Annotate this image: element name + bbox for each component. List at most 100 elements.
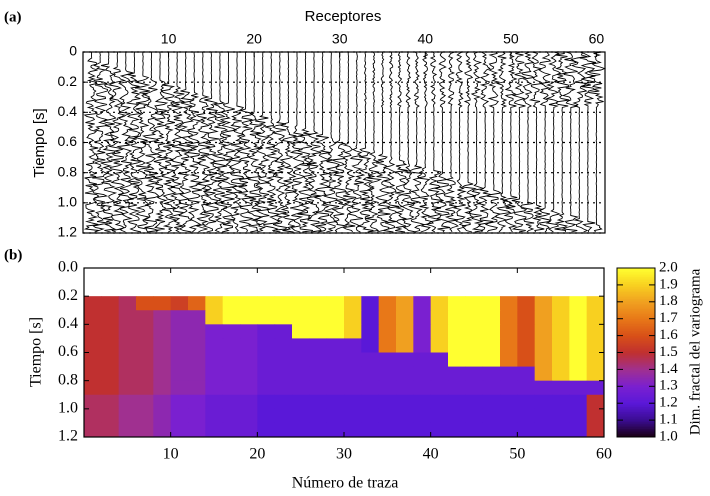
colorbar-swatch	[617, 273, 655, 276]
heatmap-cell	[136, 366, 154, 382]
heatmap-cell	[344, 352, 362, 367]
heatmap-cell	[257, 394, 276, 410]
heatmap-cell	[569, 422, 588, 438]
colorbar-swatch	[617, 409, 655, 413]
heatmap-cell	[448, 394, 466, 410]
heatmap-cell	[118, 352, 137, 367]
heatmap-cell	[430, 338, 449, 353]
y-tick-label: 0.6	[58, 133, 78, 149]
y-tick-label: 0.8	[58, 371, 78, 388]
heatmap-cell	[482, 394, 501, 410]
heatmap-cell	[309, 380, 328, 396]
heatmap-cell	[361, 296, 380, 311]
heatmap-cell	[153, 380, 172, 396]
heatmap-cell	[84, 380, 102, 396]
heatmap-cell	[482, 310, 501, 325]
heatmap-cell	[413, 338, 432, 353]
heatmap-cell	[344, 310, 362, 325]
heatmap-cell	[448, 422, 466, 438]
colorbar-swatch	[617, 411, 655, 414]
colorbar-swatch	[617, 288, 655, 291]
colorbar-swatch	[617, 421, 655, 424]
heatmap-cell	[413, 352, 432, 367]
heatmap-cell	[118, 324, 137, 339]
heatmap-cell	[586, 380, 605, 396]
heatmap-cell	[448, 324, 466, 339]
colorbar-swatch	[617, 286, 655, 289]
colorbar-swatch	[617, 333, 655, 337]
heatmap-cell	[448, 408, 466, 424]
colorbar-swatch	[617, 426, 655, 430]
plot-frame	[82, 51, 606, 234]
x-tick-label: 20	[249, 446, 265, 463]
colorbar-swatch	[617, 308, 655, 311]
heatmap-cell	[534, 338, 553, 353]
heatmap-cell	[84, 310, 102, 325]
colorbar-swatch	[617, 345, 655, 348]
heatmap-cell	[188, 352, 206, 367]
heatmap-cell	[396, 366, 414, 382]
colorbar-swatch	[617, 338, 655, 342]
heatmap-cell	[118, 422, 137, 438]
colorbar-swatch	[617, 391, 655, 394]
heatmap-cell	[569, 394, 588, 410]
y-tick-label: 0.0	[58, 259, 78, 276]
heatmap-cell	[136, 408, 154, 424]
seismic-trace	[528, 51, 545, 233]
heatmap-cell	[222, 310, 241, 325]
heatmap-cell	[569, 310, 588, 325]
heatmap-cell	[84, 366, 102, 382]
heatmap-cell	[240, 352, 258, 367]
colorbar-swatch	[617, 399, 655, 403]
colorbar-swatch	[617, 366, 655, 369]
colorbar-swatch	[617, 311, 655, 315]
heatmap-cell	[378, 296, 397, 311]
x-tick-label: 40	[423, 446, 439, 463]
heatmap-cell	[136, 352, 154, 367]
heatmap-cell	[517, 352, 536, 367]
heatmap-cell	[569, 352, 588, 367]
colorbar-swatch	[617, 268, 655, 271]
heatmap-cell	[153, 366, 172, 382]
heatmap-cell	[482, 338, 501, 353]
seismic-trace	[108, 51, 127, 233]
heatmap-cell	[84, 408, 102, 424]
heatmap-cell	[482, 296, 501, 311]
heatmap-cell	[465, 324, 484, 339]
heatmap-cell	[396, 324, 414, 339]
heatmap-cell	[500, 296, 518, 311]
y-tick-label: 1.0	[58, 400, 78, 417]
colorbar-swatch	[617, 354, 655, 357]
colorbar-swatch	[617, 291, 655, 294]
colorbar-swatch	[617, 401, 655, 404]
heatmap-cell	[413, 296, 432, 311]
y-tick-label: 0	[69, 43, 77, 59]
colorbar-swatch	[617, 300, 655, 303]
heatmap-cell	[188, 408, 206, 424]
colorbar-swatch	[617, 323, 655, 326]
colorbar-tick-label: 1.0	[659, 428, 678, 444]
heatmap-cell	[378, 324, 397, 339]
seismic-trace	[347, 51, 366, 233]
seismic-trace	[186, 52, 203, 233]
seismic-trace	[365, 51, 383, 233]
heatmap-cell	[309, 422, 328, 438]
colorbar-swatch	[617, 350, 655, 353]
heatmap-cell	[517, 380, 536, 396]
colorbar-tick-label: 1.6	[659, 327, 678, 343]
heatmap-cell	[378, 408, 397, 424]
heatmap-cell	[309, 394, 328, 410]
heatmap-cell	[500, 324, 518, 339]
heatmap-cell	[170, 310, 189, 325]
heatmap-cell	[84, 422, 102, 438]
heatmap-cell	[292, 366, 310, 382]
heatmap-cell	[378, 380, 397, 396]
heatmap-cell	[292, 310, 310, 325]
heatmap-cell	[552, 422, 570, 438]
colorbar-swatch	[617, 320, 655, 323]
heatmap-cell	[448, 338, 466, 353]
y-tick-label: 1.0	[58, 194, 78, 210]
heatmap-cell	[517, 338, 536, 353]
seismic-trace	[570, 51, 589, 233]
heatmap-cell	[240, 310, 258, 325]
